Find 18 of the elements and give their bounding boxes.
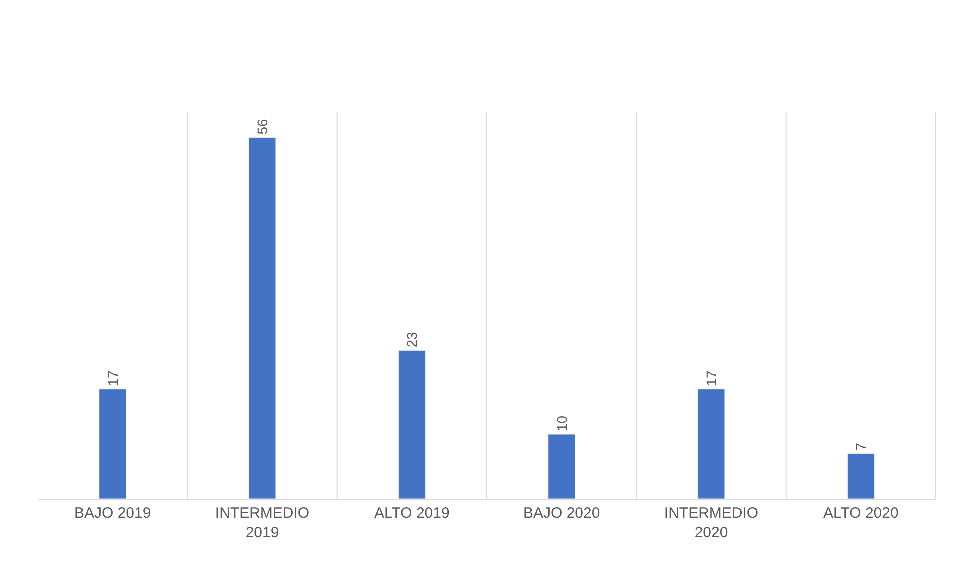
data-label: 10 bbox=[554, 416, 570, 432]
x-tick-label: BAJO 2020 bbox=[523, 505, 600, 522]
bar bbox=[548, 434, 576, 499]
x-tick-label: BAJO 2019 bbox=[74, 505, 152, 522]
bar bbox=[698, 389, 726, 499]
bar bbox=[248, 138, 276, 499]
x-tick-label: INTERMEDIO 2020 bbox=[664, 505, 759, 542]
x-tick-label: ALTO 2019 bbox=[374, 505, 450, 522]
bar bbox=[398, 350, 426, 499]
bar bbox=[847, 454, 875, 499]
data-label: 17 bbox=[704, 370, 720, 386]
data-label: 7 bbox=[853, 442, 870, 451]
data-label: 23 bbox=[404, 332, 420, 348]
data-label: 17 bbox=[104, 370, 121, 386]
data-label: 56 bbox=[254, 119, 270, 135]
x-tick-label: INTERMEDIO 2019 bbox=[215, 505, 310, 542]
x-tick-label: ALTO 2020 bbox=[824, 505, 899, 522]
bar bbox=[99, 389, 127, 499]
